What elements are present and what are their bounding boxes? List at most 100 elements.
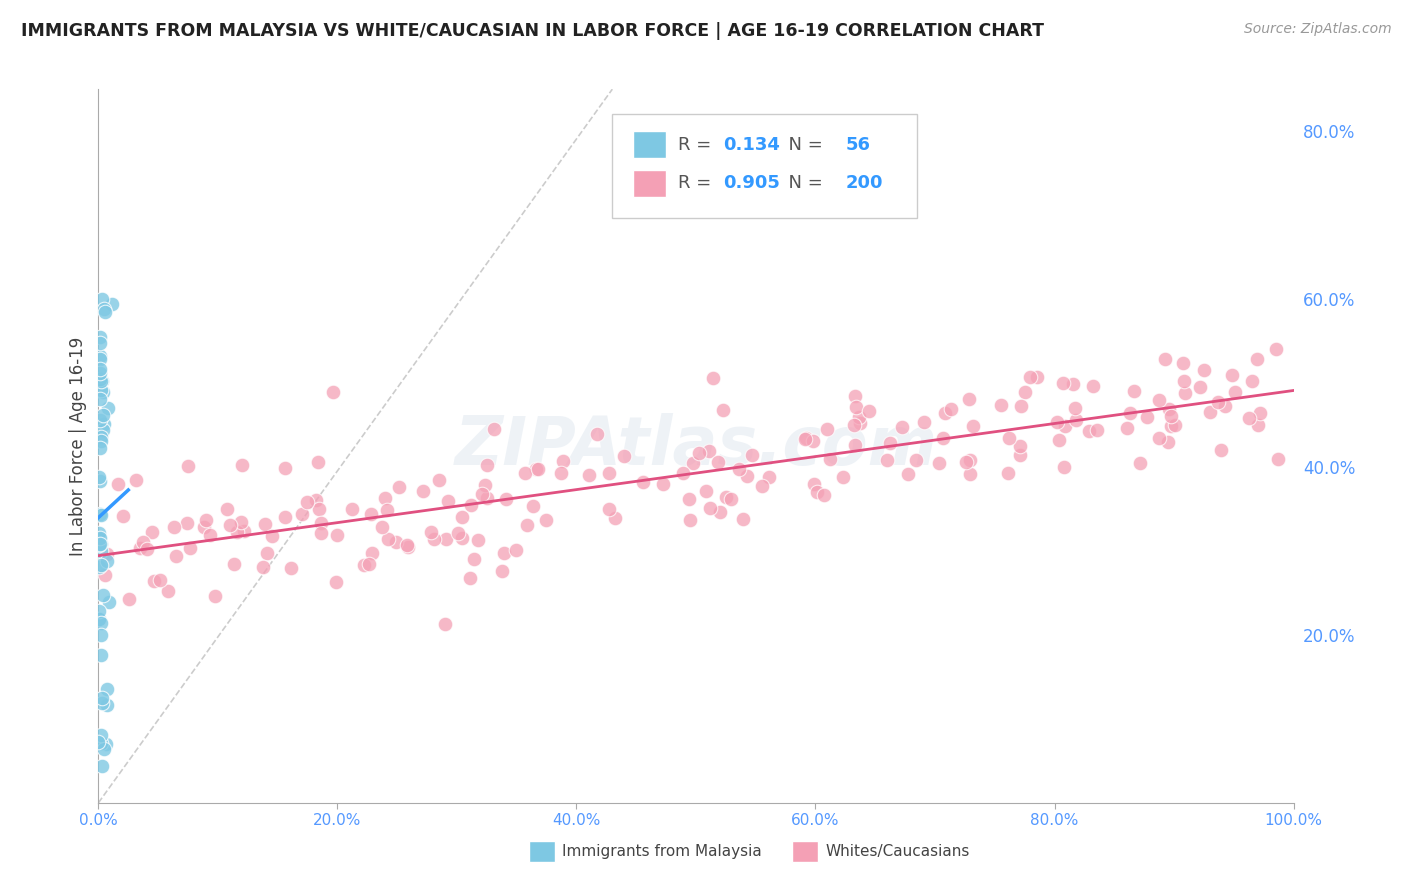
- Point: [149, 573, 172, 587]
- Point: [1222, 368, 1244, 383]
- Point: [1192, 363, 1215, 377]
- Point: [813, 488, 835, 502]
- Point: [1265, 343, 1288, 357]
- Point: [89, 538, 111, 552]
- FancyBboxPatch shape: [792, 840, 818, 862]
- Point: [962, 419, 984, 434]
- Point: [477, 458, 499, 472]
- Point: [142, 574, 165, 589]
- Point: [225, 525, 247, 540]
- Point: [1237, 411, 1260, 425]
- Point: [90, 374, 112, 388]
- Point: [131, 535, 153, 549]
- Point: [1010, 448, 1032, 462]
- Point: [1246, 351, 1268, 366]
- Point: [91, 690, 114, 705]
- Point: [193, 519, 215, 533]
- Point: [990, 399, 1012, 413]
- Point: [156, 584, 179, 599]
- Point: [90, 544, 112, 558]
- Point: [1249, 406, 1271, 420]
- Point: [340, 502, 363, 516]
- Point: [141, 524, 163, 539]
- Point: [89, 413, 111, 427]
- Point: [93, 384, 115, 399]
- Point: [751, 479, 773, 493]
- Point: [451, 509, 474, 524]
- Point: [195, 513, 218, 527]
- Point: [1116, 421, 1139, 435]
- Text: Source: ZipAtlas.com: Source: ZipAtlas.com: [1244, 22, 1392, 37]
- Point: [87, 735, 110, 749]
- Point: [522, 499, 544, 513]
- Point: [613, 449, 636, 463]
- Point: [96, 547, 118, 561]
- Point: [682, 457, 704, 471]
- Point: [396, 540, 419, 554]
- Point: [217, 502, 239, 516]
- Point: [1198, 405, 1220, 419]
- Point: [1189, 379, 1212, 393]
- Point: [90, 729, 112, 743]
- Point: [1046, 415, 1069, 429]
- Point: [534, 513, 557, 527]
- Point: [204, 589, 226, 603]
- Point: [997, 467, 1019, 481]
- Point: [720, 491, 742, 506]
- Point: [1047, 433, 1070, 447]
- Point: [1064, 401, 1087, 415]
- Point: [325, 575, 347, 590]
- Text: IMMIGRANTS FROM MALAYSIA VS WHITE/CAUCASIAN IN LABOR FORCE | AGE 16-19 CORRELATI: IMMIGRANTS FROM MALAYSIA VS WHITE/CAUCAS…: [21, 22, 1045, 40]
- Point: [959, 467, 981, 482]
- Point: [96, 681, 118, 696]
- Point: [793, 433, 815, 447]
- Point: [353, 558, 375, 573]
- FancyBboxPatch shape: [613, 114, 917, 218]
- Point: [1159, 401, 1181, 416]
- Point: [1053, 460, 1076, 475]
- Point: [714, 491, 737, 505]
- Point: [111, 508, 134, 523]
- Point: [427, 473, 450, 487]
- Point: [360, 546, 382, 560]
- Point: [1077, 424, 1099, 438]
- Point: [274, 509, 297, 524]
- Point: [731, 512, 754, 526]
- Point: [1019, 370, 1042, 384]
- Text: 200: 200: [845, 175, 883, 193]
- Point: [1267, 451, 1289, 466]
- Point: [360, 507, 382, 521]
- Point: [707, 455, 730, 469]
- Y-axis label: In Labor Force | Age 16-19: In Labor Force | Age 16-19: [69, 336, 87, 556]
- FancyBboxPatch shape: [633, 131, 666, 159]
- Point: [1174, 386, 1197, 401]
- Point: [90, 384, 112, 398]
- Point: [385, 535, 408, 549]
- Point: [679, 512, 702, 526]
- Point: [586, 427, 609, 442]
- Point: [1213, 399, 1236, 413]
- Point: [513, 466, 536, 480]
- Point: [651, 477, 673, 491]
- Point: [254, 516, 277, 531]
- Point: [1206, 395, 1229, 409]
- Point: [1211, 442, 1233, 457]
- Point: [928, 456, 950, 470]
- Point: [1062, 377, 1084, 392]
- Point: [897, 467, 920, 481]
- Point: [702, 371, 724, 385]
- Point: [492, 546, 515, 560]
- Point: [524, 462, 547, 476]
- Point: [98, 595, 121, 609]
- Point: [436, 493, 458, 508]
- Point: [447, 525, 470, 540]
- Text: 56: 56: [845, 136, 870, 153]
- Point: [516, 517, 538, 532]
- Point: [633, 475, 655, 490]
- Point: [420, 524, 443, 539]
- Point: [578, 467, 600, 482]
- Point: [93, 301, 115, 316]
- Point: [91, 375, 114, 389]
- Point: [87, 533, 110, 547]
- Point: [672, 466, 695, 480]
